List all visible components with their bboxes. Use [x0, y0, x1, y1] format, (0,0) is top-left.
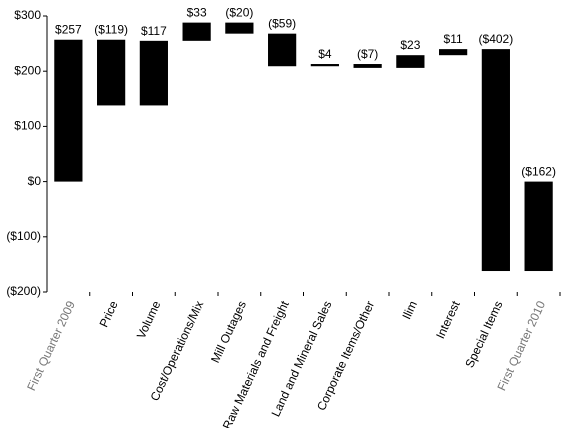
y-tick-label: $200: [14, 63, 41, 77]
x-tick-label: First Quarter 2009: [24, 298, 78, 392]
value-label: ($59): [268, 17, 296, 31]
bar: [396, 55, 425, 68]
value-label: $117: [141, 24, 167, 38]
bar: [439, 49, 468, 56]
value-label: $23: [400, 38, 420, 52]
x-tick-label: Price: [96, 298, 120, 329]
x-tick-label: Volume: [134, 298, 164, 340]
value-label: $257: [55, 23, 82, 37]
value-label: $11: [444, 32, 463, 46]
value-label: ($20): [225, 6, 253, 20]
y-tick-label: $100: [14, 119, 41, 133]
x-tick-label: Interest: [433, 298, 463, 341]
y-tick-label: $0: [28, 174, 42, 188]
bar: [54, 39, 83, 182]
value-label: ($402): [479, 32, 514, 46]
bar: [481, 49, 510, 272]
bar: [139, 40, 168, 106]
bar: [182, 22, 211, 41]
x-tick-label: First Quarter 2010: [494, 298, 548, 392]
bar: [268, 33, 297, 67]
bar: [310, 64, 339, 67]
value-label: $33: [187, 6, 207, 20]
bar: [97, 39, 126, 106]
value-label: ($7): [357, 47, 378, 61]
y-tick-label: $300: [14, 8, 41, 22]
x-tick-label: Ilim: [399, 299, 420, 322]
bar: [524, 181, 553, 272]
x-tick-label: Special Items: [462, 299, 505, 370]
x-tick-label: Mill Outages: [208, 299, 249, 365]
bar: [353, 64, 382, 68]
y-tick-label: ($200): [6, 284, 41, 298]
bar: [225, 22, 254, 34]
value-label: ($119): [94, 23, 128, 37]
y-tick-label: ($100): [6, 229, 41, 243]
value-label: ($162): [521, 165, 556, 179]
value-label: $4: [318, 47, 332, 61]
